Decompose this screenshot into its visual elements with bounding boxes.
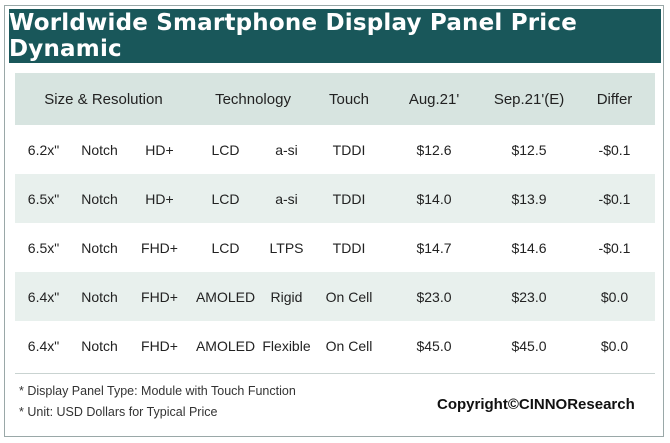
cell-touch: TDDI xyxy=(332,239,366,256)
cell-resolution: FHD+ xyxy=(141,239,178,256)
table-divider xyxy=(15,373,655,374)
cell-sep21e: $23.0 xyxy=(511,288,547,305)
cell-size: 6.4x" xyxy=(27,337,60,354)
table-row: 6.2x" Notch HD+ LCD a-si TDDI $12.6 $12.… xyxy=(15,125,656,174)
cell-sep21e: $12.5 xyxy=(511,141,547,158)
table-row: 6.5x" Notch FHD+ LCD LTPS TDDI $14.7 $14… xyxy=(15,223,656,272)
cell-aug21: $12.6 xyxy=(416,141,452,158)
table-row: 6.4x" Notch FHD+ AMOLED Rigid On Cell $2… xyxy=(15,272,656,321)
content-frame xyxy=(4,5,664,437)
cell-panel: AMOLED xyxy=(195,288,256,305)
cell-aug21: $45.0 xyxy=(416,337,452,354)
cell-resolution: HD+ xyxy=(145,141,174,158)
cell-tech: a-si xyxy=(275,141,298,158)
cell-differ: -$0.1 xyxy=(598,239,631,256)
cell-size: 6.5x" xyxy=(27,190,60,207)
cell-resolution: FHD+ xyxy=(141,288,178,305)
cell-notch: Notch xyxy=(81,288,118,305)
cell-differ: $0.0 xyxy=(600,288,629,305)
cell-differ: -$0.1 xyxy=(598,141,631,158)
cell-panel: LCD xyxy=(211,141,240,158)
table-row: 6.5x" Notch HD+ LCD a-si TDDI $14.0 $13.… xyxy=(15,174,656,223)
header-size-resolution: Size & Resolution xyxy=(44,90,163,108)
cell-tech: Rigid xyxy=(270,288,303,305)
cell-aug21: $14.0 xyxy=(416,190,452,207)
cell-touch: On Cell xyxy=(325,288,373,305)
cell-panel: AMOLED xyxy=(195,337,256,354)
copyright-label: Copyright©CINNOResearch xyxy=(437,396,635,413)
cell-notch: Notch xyxy=(81,141,118,158)
cell-notch: Notch xyxy=(81,190,118,207)
cell-differ: -$0.1 xyxy=(598,190,631,207)
cell-sep21e: $14.6 xyxy=(511,239,547,256)
header-differ: Differ xyxy=(596,90,633,108)
cell-notch: Notch xyxy=(81,337,118,354)
cell-sep21e: $13.9 xyxy=(511,190,547,207)
cell-notch: Notch xyxy=(81,239,118,256)
cell-panel: LCD xyxy=(211,239,240,256)
cell-aug21: $23.0 xyxy=(416,288,452,305)
note-panel-type: * Display Panel Type: Module with Touch … xyxy=(19,384,296,398)
table-header-row: Size & Resolution Technology Touch Aug.2… xyxy=(15,73,656,125)
header-aug21: Aug.21' xyxy=(408,90,460,108)
cell-panel: LCD xyxy=(211,190,240,207)
cell-touch: On Cell xyxy=(325,337,373,354)
cell-size: 6.2x" xyxy=(27,141,60,158)
note-unit: * Unit: USD Dollars for Typical Price xyxy=(19,405,218,419)
cell-tech: Flexible xyxy=(262,337,311,354)
cell-differ: $0.0 xyxy=(600,337,629,354)
cell-aug21: $14.7 xyxy=(416,239,452,256)
header-sep21e: Sep.21'(E) xyxy=(493,90,565,108)
table-row: 6.4x" Notch FHD+ AMOLED Flexible On Cell… xyxy=(15,321,656,370)
header-technology: Technology xyxy=(215,90,291,108)
cell-resolution: HD+ xyxy=(145,190,174,207)
header-touch: Touch xyxy=(329,90,370,108)
price-table: Size & Resolution Technology Touch Aug.2… xyxy=(15,73,656,370)
cell-touch: TDDI xyxy=(332,141,366,158)
cell-size: 6.4x" xyxy=(27,288,60,305)
cell-touch: TDDI xyxy=(332,190,366,207)
cell-sep21e: $45.0 xyxy=(511,337,547,354)
cell-resolution: FHD+ xyxy=(141,337,178,354)
cell-size: 6.5x" xyxy=(27,239,60,256)
page-title: Worldwide Smartphone Display Panel Price… xyxy=(9,9,661,63)
cell-tech: a-si xyxy=(275,190,298,207)
cell-tech: LTPS xyxy=(269,239,304,256)
